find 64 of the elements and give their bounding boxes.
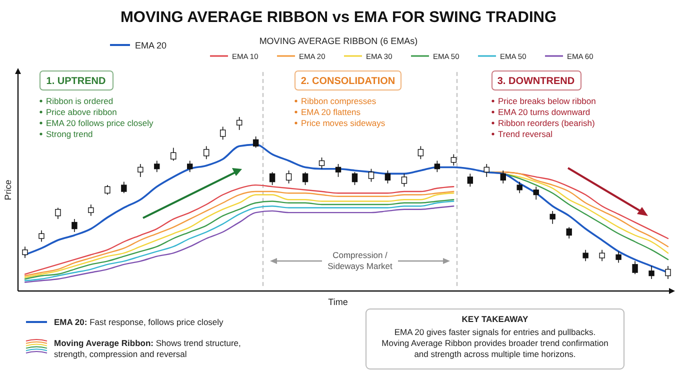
candlestick: [434, 160, 440, 172]
candlestick: [335, 164, 342, 178]
candlestick: [467, 173, 474, 188]
candlestick: [204, 146, 210, 160]
chart-title: MOVING AVERAGE RIBBON vs EMA FOR SWING TRADING: [120, 9, 557, 26]
text: Ribbon is ordered: [46, 96, 114, 106]
text: EMA 20: Fast response, follows price closely: [54, 317, 224, 327]
candlestick: [632, 260, 638, 275]
candlestick: [38, 230, 44, 242]
text: 2. CONSOLIDATION: [300, 76, 396, 87]
candlestick: [450, 154, 457, 166]
annotation: EMA 20 flattens: [301, 107, 361, 117]
candlestick: [187, 160, 193, 172]
candlestick: [104, 184, 110, 196]
candlestick: [516, 181, 522, 194]
x-axis-title: Time: [328, 297, 348, 307]
candlestick: [566, 226, 572, 239]
candlestick: [88, 204, 94, 216]
y-axis-title: Price: [3, 180, 13, 200]
candlestick: [599, 249, 605, 262]
text: 3. DOWNTREND: [497, 76, 575, 87]
candlestick: [72, 218, 78, 232]
candlestick: [220, 126, 226, 140]
candlestick: [269, 172, 276, 186]
candlestick: [170, 147, 176, 162]
candlestick: [582, 249, 588, 262]
candlestick: [665, 266, 671, 280]
annotation: Price moves sideways: [301, 118, 386, 128]
candlestick: [138, 164, 144, 178]
candlestick: [418, 146, 424, 160]
text: Moving Average Ribbon: Shows trend structure, strength, compression and reversal: [54, 338, 241, 359]
candlestick: [616, 251, 622, 264]
annotation: Ribbon reorders (bearish): [498, 118, 596, 128]
text: KEY TAKEAWAY: [462, 314, 529, 324]
candlestick: [368, 168, 374, 182]
candlestick: [55, 207, 61, 220]
candlestick: [302, 172, 308, 186]
candlestick: [22, 246, 28, 258]
candlestick: [252, 136, 259, 148]
candlestick: [484, 164, 490, 178]
text: Ribbon compresses: [301, 96, 376, 106]
annotation: Compression / Sideways Market: [328, 250, 393, 271]
legend-label: EMA 20: [135, 40, 167, 50]
candlestick: [550, 210, 556, 224]
annotation: EMA 20 follows price closely: [46, 118, 154, 128]
candlestick: [318, 157, 325, 170]
candlestick: [384, 170, 391, 184]
candlestick: [286, 170, 292, 184]
text: 1. UPTREND: [46, 76, 106, 87]
text: EMA 20 gives faster signals for entries and pullbacks. Moving Average Ribbon provides broader trend confirmation and strength across multiple time horizons.: [382, 327, 609, 359]
annotation: Price above ribbon: [46, 107, 118, 117]
candlestick: [352, 172, 358, 186]
candlestick: [500, 170, 506, 184]
legend-title: MOVING AVERAGE RIBBON (6 EMAs): [259, 36, 418, 46]
candlestick: [236, 116, 242, 130]
annotation: Trend reversal: [498, 129, 553, 139]
annotation: Strong trend: [46, 129, 94, 139]
annotation: EMA 20 turns downward: [498, 107, 590, 117]
candlestick: [533, 186, 539, 200]
candlestick: [401, 173, 408, 188]
candlestick: [154, 160, 160, 172]
candlestick: [648, 266, 654, 280]
text: Price breaks below ribbon: [498, 96, 596, 106]
candlestick: [121, 181, 127, 194]
